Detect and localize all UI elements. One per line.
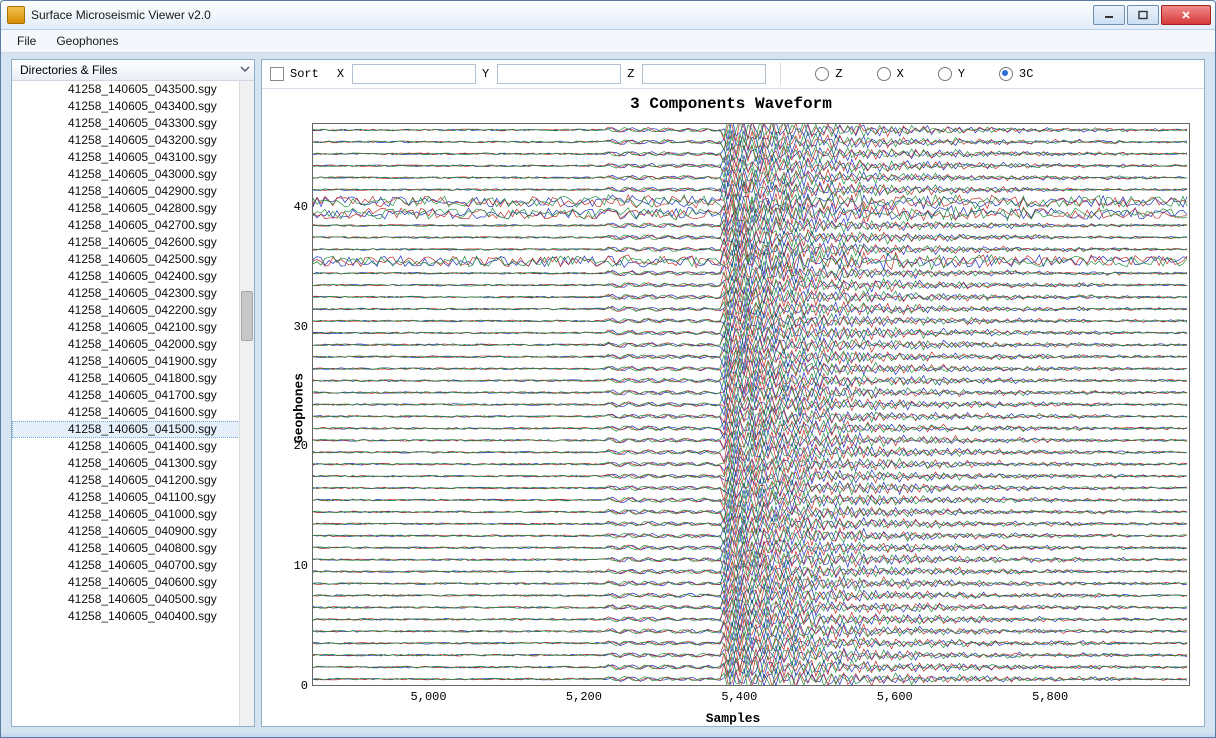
file-item[interactable]: 41258_140605_043200.sgy	[12, 132, 240, 149]
sidebar: Directories & Files 41258_140605_043500.…	[11, 59, 255, 727]
radio-y[interactable]: Y	[938, 67, 965, 81]
y-tick: 20	[286, 439, 308, 453]
waveform-plot	[312, 123, 1190, 686]
z-input[interactable]	[642, 64, 766, 84]
y-input[interactable]	[497, 64, 621, 84]
x-tick: 5,400	[721, 690, 757, 704]
sidebar-title: Directories & Files	[20, 63, 117, 77]
menu-file[interactable]: File	[7, 32, 46, 50]
file-item[interactable]: 41258_140605_041700.sgy	[12, 387, 240, 404]
file-item[interactable]: 41258_140605_042600.sgy	[12, 234, 240, 251]
file-item[interactable]: 41258_140605_040500.sgy	[12, 591, 240, 608]
y-tick: 30	[286, 320, 308, 334]
y-tick: 0	[286, 679, 308, 693]
menubar: File Geophones	[1, 30, 1215, 53]
y-label: Y	[482, 67, 489, 81]
sort-label: Sort	[290, 67, 319, 81]
file-item[interactable]: 41258_140605_043400.sgy	[12, 98, 240, 115]
file-item[interactable]: 41258_140605_041100.sgy	[12, 489, 240, 506]
z-label: Z	[627, 67, 634, 81]
toolbar: Sort X Y Z Z X Y 3C	[262, 60, 1204, 89]
chart-title: 3 Components Waveform	[268, 95, 1194, 117]
chart-xlabel: Samples	[706, 711, 761, 726]
scrollbar-thumb[interactable]	[241, 291, 253, 341]
file-item[interactable]: 41258_140605_040800.sgy	[12, 540, 240, 557]
radio-icon	[938, 67, 952, 81]
file-item[interactable]: 41258_140605_041900.sgy	[12, 353, 240, 370]
x-tick: 5,600	[877, 690, 913, 704]
x-label: X	[337, 67, 344, 81]
file-item[interactable]: 41258_140605_040400.sgy	[12, 608, 240, 625]
file-item[interactable]: 41258_140605_040900.sgy	[12, 523, 240, 540]
file-item[interactable]: 41258_140605_043100.sgy	[12, 149, 240, 166]
file-item[interactable]: 41258_140605_043500.sgy	[12, 81, 240, 98]
file-item[interactable]: 41258_140605_041000.sgy	[12, 506, 240, 523]
chart-ylabel: Geophones	[292, 372, 307, 442]
y-tick: 10	[286, 559, 308, 573]
file-item[interactable]: 41258_140605_043300.sgy	[12, 115, 240, 132]
file-item[interactable]: 41258_140605_042000.sgy	[12, 336, 240, 353]
sidebar-header: Directories & Files	[12, 60, 254, 81]
menu-geophones[interactable]: Geophones	[46, 32, 128, 50]
file-item[interactable]: 41258_140605_041200.sgy	[12, 472, 240, 489]
sort-checkbox[interactable]	[270, 67, 284, 81]
radio-z[interactable]: Z	[815, 67, 842, 81]
file-item[interactable]: 41258_140605_042500.sgy	[12, 251, 240, 268]
file-item[interactable]: 41258_140605_043000.sgy	[12, 166, 240, 183]
app-icon	[7, 6, 25, 24]
radio-icon	[877, 67, 891, 81]
file-item[interactable]: 41258_140605_042800.sgy	[12, 200, 240, 217]
file-item[interactable]: 41258_140605_042100.sgy	[12, 319, 240, 336]
file-item[interactable]: 41258_140605_040600.sgy	[12, 574, 240, 591]
x-tick: 5,000	[411, 690, 447, 704]
titlebar: Surface Microseismic Viewer v2.0	[1, 1, 1215, 30]
x-tick: 5,800	[1032, 690, 1068, 704]
file-item[interactable]: 41258_140605_042200.sgy	[12, 302, 240, 319]
radio-icon	[999, 67, 1013, 81]
file-item[interactable]: 41258_140605_041500.sgy	[12, 421, 240, 438]
file-item[interactable]: 41258_140605_042900.sgy	[12, 183, 240, 200]
file-item[interactable]: 41258_140605_041300.sgy	[12, 455, 240, 472]
radio-icon	[815, 67, 829, 81]
file-item[interactable]: 41258_140605_042400.sgy	[12, 268, 240, 285]
maximize-button[interactable]	[1127, 5, 1159, 25]
chart-area: 3 Components Waveform Geophones Samples …	[262, 89, 1204, 726]
file-list-scrollbar[interactable]	[239, 81, 254, 726]
close-button[interactable]	[1161, 5, 1211, 25]
minimize-button[interactable]	[1093, 5, 1125, 25]
x-tick: 5,200	[566, 690, 602, 704]
file-item[interactable]: 41258_140605_042700.sgy	[12, 217, 240, 234]
window-title: Surface Microseismic Viewer v2.0	[31, 8, 211, 22]
x-input[interactable]	[352, 64, 476, 84]
file-item[interactable]: 41258_140605_042300.sgy	[12, 285, 240, 302]
file-list: 41258_140605_043500.sgy41258_140605_0434…	[12, 81, 254, 726]
file-item[interactable]: 41258_140605_041400.sgy	[12, 438, 240, 455]
main-panel: Sort X Y Z Z X Y 3C 3 Components Waveform G…	[261, 59, 1205, 727]
app-window: Surface Microseismic Viewer v2.0 File Ge…	[0, 0, 1216, 738]
collapse-icon[interactable]	[240, 63, 250, 73]
file-item[interactable]: 41258_140605_041800.sgy	[12, 370, 240, 387]
y-tick: 40	[286, 200, 308, 214]
radio-3c[interactable]: 3C	[999, 67, 1033, 81]
component-radio-group: Z X Y 3C	[815, 67, 1033, 81]
radio-x[interactable]: X	[877, 67, 904, 81]
file-item[interactable]: 41258_140605_041600.sgy	[12, 404, 240, 421]
file-item[interactable]: 41258_140605_040700.sgy	[12, 557, 240, 574]
